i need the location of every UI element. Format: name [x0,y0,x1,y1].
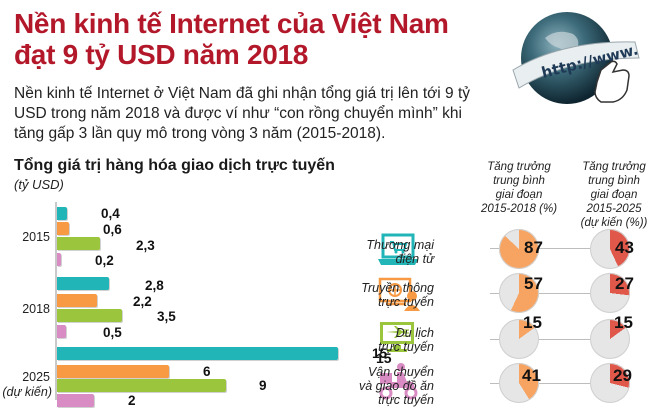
pie-value-travel-2015-2025: 15 [614,313,633,332]
globe-http-icon: http://www. [505,8,645,123]
value-2015-ride: 0,2 [95,253,114,268]
row-connector [490,248,630,249]
travel-icon-stray-label: 15 [376,350,392,366]
category-label: điện tử [395,252,434,266]
col1-head-line: 2015-2018 (%) [480,203,558,215]
value-2025-travel: 9 [259,378,267,393]
category-online-media: Truyền thông trực tuyến [324,281,434,309]
category-label: và giao đồ ăn [358,379,434,393]
bar-2018-ecommerce [57,277,109,290]
category-label: Thương mại [366,238,434,252]
bar-chart-unit: (tỷ USD) [14,177,64,192]
col1-head-line: trung bình [493,175,545,187]
category-label: Truyền thông [361,281,434,295]
bar-2015-travel [57,237,100,250]
bar-2018-ride [57,325,66,338]
col1-head-line: Tăng trưởng [487,161,551,173]
pie-value-ecommerce-2015-2018: 87 [524,238,543,257]
pie-value-media-2015-2025: 27 [615,274,634,293]
pie-ecommerce-2015-2025 [590,229,630,269]
col2-head-line: (dự kiến (%)) [580,217,648,229]
value-2015-media: 0,6 [103,222,122,237]
headline-line-1: Nền kinh tế Internet của Việt Nam [14,8,449,39]
value-2018-media: 2,2 [133,294,152,309]
pie-travel-2015-2025 [590,319,630,359]
category-label: trực tuyến [378,295,434,309]
monitor-airplane-icon [377,320,419,358]
value-2018-travel: 3,5 [157,309,176,324]
category-ride-food-delivery: Vận chuyển và giao đồ ăn trực tuyến [324,365,434,407]
value-2025-ecommerce: 15 [372,346,388,361]
year-label-2025: 2025 [22,370,50,384]
category-online-travel: Du lịch trực tuyến [324,326,434,354]
category-label: Vận chuyển [367,365,434,379]
col2-head-line: Tăng trưởng [582,161,646,173]
col1-head-line: giai đoạn [495,189,543,201]
bar-2015-media [57,222,69,235]
value-2025-ride: 2 [128,393,136,408]
bar-chart-title: Tổng giá trị hàng hóa giao dịch trực tuy… [14,157,335,174]
bar-2018-travel [57,309,122,322]
category-label: Du lịch [395,326,434,340]
pie-ecommerce-2015-2018 [499,229,539,269]
year-label-2018: 2018 [22,302,50,316]
delivery-scooter-icon [377,363,419,401]
value-2015-ecommerce: 0,4 [101,206,120,221]
col2-head-line: trung bình [588,175,640,187]
bar-2025-ride [57,394,94,407]
headline: Nền kinh tế Internet của Việt Nam đạt 9 … [14,8,454,70]
category-label: trực tuyến [378,393,434,407]
bar-2018-media [57,294,97,307]
value-2015-travel: 2,3 [136,238,155,253]
category-ecommerce: Thương mại điện tử [324,238,434,266]
category-label: trực tuyến [378,340,434,354]
pie-ride-2015-2025 [590,363,630,403]
lede-paragraph: Nền kinh tế Internet ở Việt Nam đã ghi n… [14,85,471,142]
pie-value-ecommerce-2015-2025: 43 [615,238,634,257]
bar-2025-media [57,365,169,378]
pie-ride-2015-2018 [499,363,539,403]
pie-media-2015-2025 [590,273,630,313]
row-connector [490,383,630,384]
pie-value-travel-2015-2018: 15 [523,313,542,332]
pie-value-ride-2015-2025: 29 [613,366,632,385]
growth-col2-header: Tăng trưởng trung bình giai đoạn 2015-20… [564,160,660,230]
pie-media-2015-2018 [499,273,539,313]
row-connector [490,339,630,340]
bar-chart-axis [55,202,57,400]
bar-2025-travel [57,379,226,392]
pie-travel-2015-2018 [499,319,539,359]
bar-2025-ecommerce [57,347,338,360]
bar-2015-ecommerce [57,207,67,220]
bar-2015-ride [57,253,61,266]
value-2025-media: 6 [203,364,211,379]
pie-value-ride-2015-2018: 41 [522,366,541,385]
year-label-2015: 2015 [22,230,50,244]
year-label-2025-sub: (dự kiến) [2,385,52,399]
laptop-cart-icon [376,233,418,271]
col2-head-line: giai đoạn [590,189,638,201]
row-connector [490,293,630,294]
value-2018-ecommerce: 2,8 [145,278,164,293]
headline-line-2: đạt 9 tỷ USD năm 2018 [14,39,309,70]
growth-col1-header: Tăng trưởng trung bình giai đoạn 2015-20… [469,160,569,216]
col2-head-line: 2015-2025 [586,203,642,215]
monitor-globe-user-icon [378,276,420,314]
value-2018-ride: 0,5 [103,325,122,340]
pie-value-media-2015-2018: 57 [524,274,543,293]
